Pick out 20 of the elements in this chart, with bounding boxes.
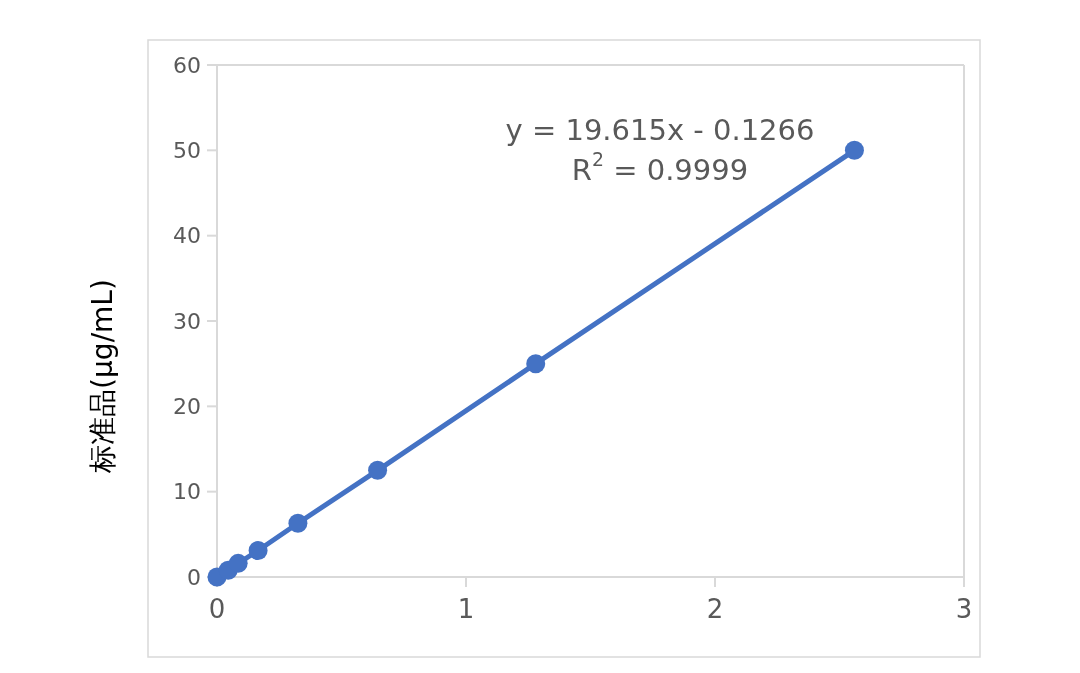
y-axis-title: 标准品(μg/mL) [85,279,119,474]
y-tick-label: 10 [173,479,201,505]
point [526,354,546,374]
annotation: R$^{2}$ = 0.9999 [571,149,749,187]
annotation: y = 19.615x - 0.1266 [505,113,815,147]
y-tick-label: 60 [173,52,201,78]
y-tick-label: 50 [173,137,201,163]
x-tick-label: 3 [955,594,973,624]
x-tick-label: 1 [457,594,475,624]
point [844,140,864,160]
y-tick-label: 0 [187,564,201,590]
y-tick-label: 30 [173,308,201,334]
point [288,513,308,533]
point [228,553,248,573]
x-tick-label: 0 [208,594,226,624]
y-tick-label: 40 [173,223,201,249]
y-tick-label: 20 [173,393,201,419]
point [248,541,268,561]
point [368,460,388,480]
x-tick-label: 2 [706,594,724,624]
